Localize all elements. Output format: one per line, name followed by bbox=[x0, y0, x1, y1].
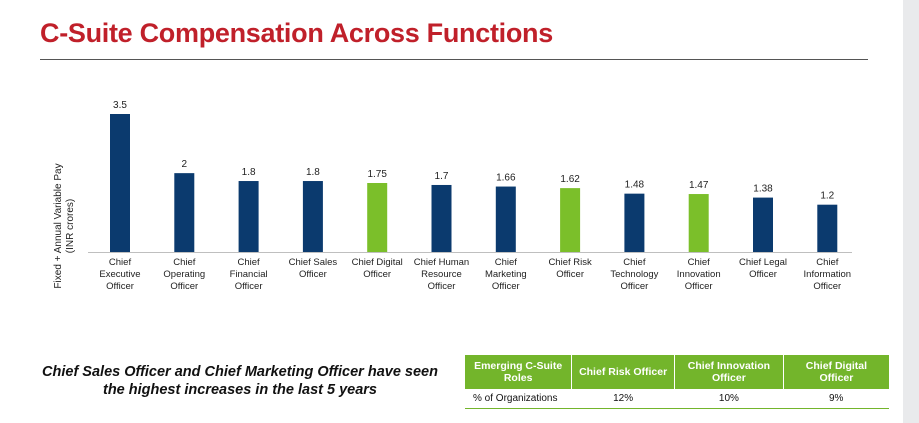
category-label: Chief Marketing Officer bbox=[485, 257, 527, 292]
table-cell: 10% bbox=[674, 389, 784, 409]
bar bbox=[431, 184, 452, 252]
table-cell: % of Organizations bbox=[465, 389, 572, 409]
header-line: Emerging C-Suite Roles bbox=[474, 360, 563, 384]
table-header-cell: Emerging C-Suite Roles bbox=[465, 355, 573, 389]
category-label: Chief Legal Officer bbox=[739, 257, 787, 280]
bar bbox=[624, 193, 645, 252]
category-label: Chief Information Officer bbox=[804, 257, 852, 292]
bar bbox=[817, 204, 838, 252]
bar bbox=[110, 114, 130, 252]
header-line: Chief Digital Officer bbox=[805, 360, 868, 384]
page-title: C-Suite Compensation Across Functions bbox=[40, 18, 553, 48]
bar-value-label: 1.8 bbox=[306, 167, 320, 178]
bar-value-label: 1.2 bbox=[820, 191, 834, 202]
emerging-roles-table: Emerging C-Suite Roles Chief Risk Officer… bbox=[465, 355, 889, 409]
category-label: Chief Technology Officer bbox=[610, 257, 658, 292]
bar bbox=[238, 181, 259, 252]
y-axis-label: Fixed + Annual Variable Pay(INR crores) bbox=[53, 163, 76, 288]
category-label: Chief Risk Officer bbox=[548, 257, 592, 280]
bar-value-label: 1.8 bbox=[242, 167, 256, 178]
bar bbox=[688, 194, 709, 252]
bar bbox=[367, 183, 388, 252]
category-label: Chief Sales Officer bbox=[289, 257, 338, 280]
table-cell: 9% bbox=[783, 389, 889, 409]
title-divider bbox=[40, 59, 868, 60]
bar bbox=[174, 173, 195, 252]
bar-value-label: 1.47 bbox=[689, 180, 709, 191]
category-label: Chief Innovation Officer bbox=[677, 257, 721, 292]
category-label: Chief Human Resource Officer bbox=[414, 257, 469, 292]
bar-value-label: 1.66 bbox=[496, 173, 516, 184]
bar bbox=[495, 186, 516, 252]
bar-value-label: 1.48 bbox=[625, 180, 645, 191]
header-line: Chief Risk Officer bbox=[579, 366, 668, 378]
category-label: Chief Financial Officer bbox=[230, 257, 268, 292]
table-header-row: Emerging C-Suite Roles Chief Risk Officer… bbox=[465, 355, 889, 389]
bar bbox=[560, 188, 581, 252]
category-label: Chief Operating Officer bbox=[163, 257, 205, 292]
insight-caption: Chief Sales Officer and Chief Marketing … bbox=[42, 364, 438, 398]
bar-value-label: 2 bbox=[182, 159, 188, 170]
table-row: % of Organizations 12% 10% 9% bbox=[465, 389, 889, 409]
bar-value-label: 1.38 bbox=[753, 184, 773, 195]
table-header-cell: Chief Digital Officer bbox=[783, 355, 889, 389]
bar-value-label: 1.75 bbox=[367, 169, 387, 180]
table-header-cell: Chief Innovation Officer bbox=[674, 355, 784, 389]
category-label: Chief Executive Officer bbox=[99, 257, 140, 292]
table-header-cell: Chief Risk Officer bbox=[571, 355, 675, 389]
table-cell: 12% bbox=[571, 389, 675, 409]
bar bbox=[302, 181, 323, 252]
header-line: Chief Innovation Officer bbox=[687, 360, 771, 384]
window-right-edge bbox=[903, 0, 919, 423]
category-label: Chief Digital Officer bbox=[352, 257, 403, 280]
bar-value-label: 3.5 bbox=[113, 100, 127, 111]
bar-chart: 3.5 Chief Executive Officer 2 Chief Operating O… bbox=[53, 100, 852, 292]
bar bbox=[753, 197, 773, 252]
bar-value-label: 1.7 bbox=[435, 171, 449, 182]
bar-value-label: 1.62 bbox=[560, 174, 580, 185]
